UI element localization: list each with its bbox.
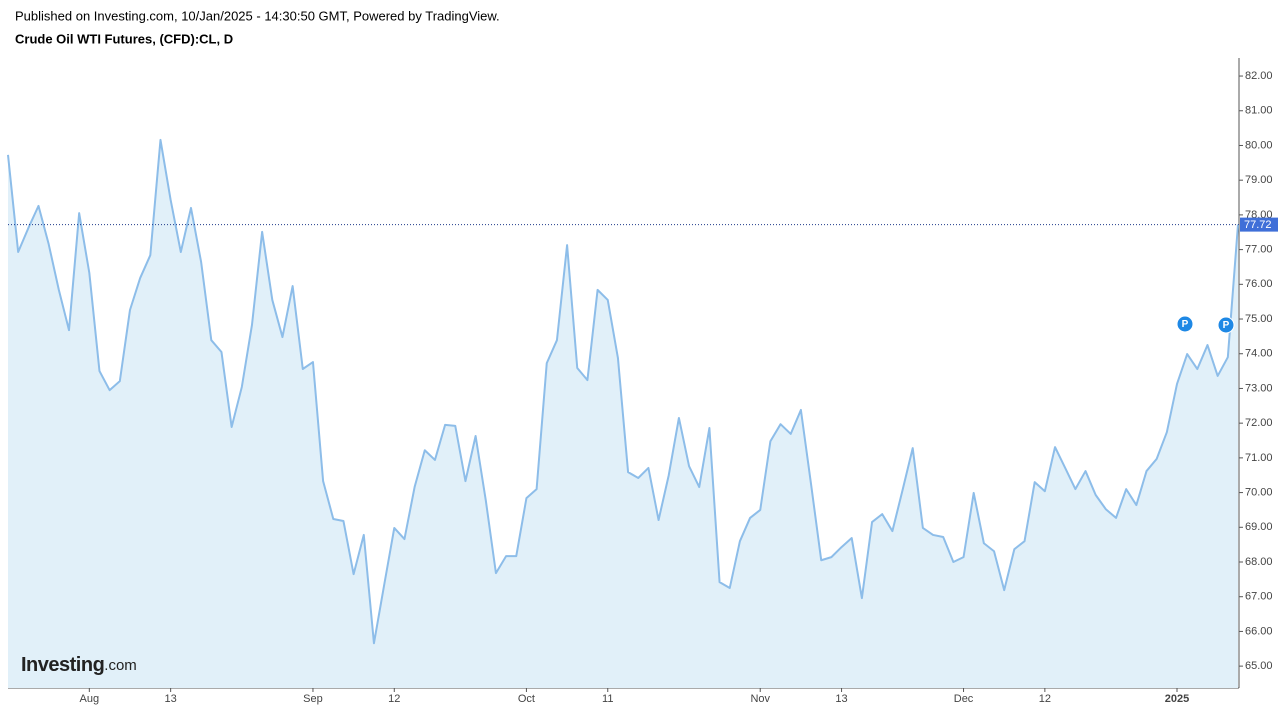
event-marker-label: P <box>1182 319 1189 330</box>
event-marker-label: P <box>1223 320 1230 331</box>
y-tick-label: 82.00 <box>1245 70 1273 82</box>
y-tick-label: 76.00 <box>1245 278 1273 290</box>
y-tick-label: 70.00 <box>1245 486 1273 498</box>
y-tick-label: 80.00 <box>1245 139 1273 151</box>
last-price-box <box>1240 217 1278 232</box>
watermark-brand: Investing <box>21 654 104 676</box>
y-tick-label: 66.00 <box>1245 625 1273 637</box>
x-tick-label: Nov <box>750 693 770 705</box>
price-line <box>7 138 1239 645</box>
y-tick-label: 68.00 <box>1245 556 1273 568</box>
y-tick-label: 69.00 <box>1245 521 1273 533</box>
last-price-label: 77.72 <box>1244 219 1272 231</box>
area-fill <box>8 139 1238 689</box>
y-tick-label: 77.00 <box>1245 244 1273 256</box>
x-tick-label: Oct <box>518 693 535 705</box>
y-tick-label: 73.00 <box>1245 382 1273 394</box>
y-tick-label: 81.00 <box>1245 105 1273 117</box>
y-tick-label: 67.00 <box>1245 591 1273 603</box>
x-tick-label: 12 <box>388 693 400 705</box>
y-tick-label: 71.00 <box>1245 452 1273 464</box>
x-tick-label: 13 <box>835 693 847 705</box>
published-note: Published on Investing.com, 10/Jan/2025 … <box>15 8 500 23</box>
chart-title: Crude Oil WTI Futures, (CFD):CL, D <box>15 31 233 46</box>
x-tick-label: 2025 <box>1165 693 1189 705</box>
x-tick-label: Aug <box>80 693 100 705</box>
plot-area: 65.00 66.00 67.00 68.00 69.00 70.00 71.00 72.00… <box>7 58 1278 705</box>
event-marker <box>1176 315 1194 333</box>
watermark-suffix: .com <box>104 657 137 674</box>
x-tick-label: Sep <box>303 693 323 705</box>
x-tick-label: Dec <box>954 693 974 705</box>
y-tick-label: 74.00 <box>1245 348 1273 360</box>
y-tick-label: 79.00 <box>1245 174 1273 186</box>
x-tick-label: 12 <box>1039 693 1051 705</box>
event-marker <box>1217 316 1235 334</box>
y-tick-label: 75.00 <box>1245 313 1273 325</box>
x-tick-label: 11 <box>602 693 613 705</box>
watermark: Investing.com <box>21 654 137 676</box>
x-tick-label: 13 <box>165 693 177 705</box>
y-tick-label: 72.00 <box>1245 417 1273 429</box>
y-tick-label: 65.00 <box>1245 660 1273 672</box>
